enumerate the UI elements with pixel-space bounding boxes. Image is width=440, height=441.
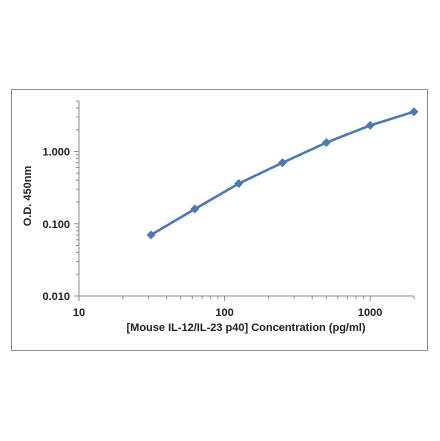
y-tick-label: 0.100 — [42, 219, 70, 231]
x-tick-label: 1000 — [358, 307, 382, 319]
y-axis-title: O.D. 450nm — [22, 166, 34, 227]
data-point — [146, 230, 156, 240]
series-line — [150, 110, 415, 236]
data-point — [409, 107, 419, 117]
y-tick-label: 0.010 — [42, 291, 70, 303]
x-tick-label: 100 — [215, 307, 233, 319]
data-point — [277, 158, 288, 168]
axes: 0.010 0.100 1.000 10 100 1000 — [42, 100, 415, 319]
y-tick-label: 1.000 — [42, 147, 70, 159]
x-tick-label: 10 — [73, 307, 85, 319]
data-marks — [146, 107, 419, 240]
chart-frame — [11, 89, 428, 351]
data-point — [234, 179, 244, 189]
data-point — [190, 204, 200, 214]
x-axis-title: [Mouse IL-12/IL-23 p40] Concentration (p… — [127, 322, 366, 334]
data-point — [321, 137, 331, 148]
data-point — [365, 120, 375, 130]
